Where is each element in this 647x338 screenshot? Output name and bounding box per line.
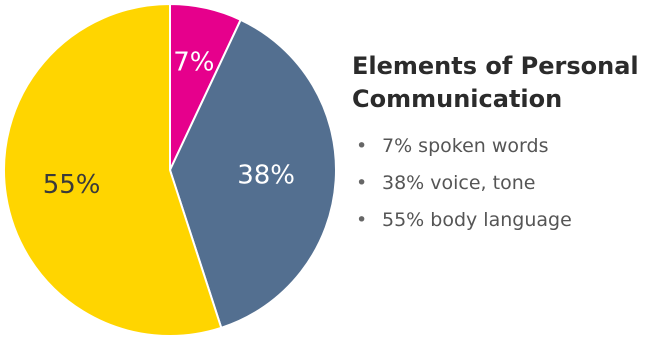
chart-title: Elements of Personal Communication [352,52,639,113]
legend-item-label: 7% spoken words [382,135,549,157]
bullet-icon: • [356,209,368,231]
pie-slice-label-1: 38% [237,161,295,191]
pie-chart: 7% 38% 55% [3,3,337,337]
legend-item-label: 55% body language [382,209,572,231]
bullet-icon: • [356,172,368,194]
legend-item-label: 38% voice, tone [382,172,536,194]
legend-list: • 7% spoken words • 38% voice, tone • 55… [352,128,642,239]
pie-slice-label-0: 7% [173,48,214,78]
legend-item-spoken-words: • 7% spoken words [352,128,642,165]
legend-item-body-language: • 55% body language [352,202,642,239]
chart-legend: Elements of Personal Communication • 7% … [352,50,642,239]
pie-slice-1 [169,18,337,329]
bullet-icon: • [356,135,368,157]
pie-slice-2 [3,3,223,337]
legend-item-voice-tone: • 38% voice, tone [352,165,642,202]
pie-slice-label-2: 55% [43,170,101,200]
